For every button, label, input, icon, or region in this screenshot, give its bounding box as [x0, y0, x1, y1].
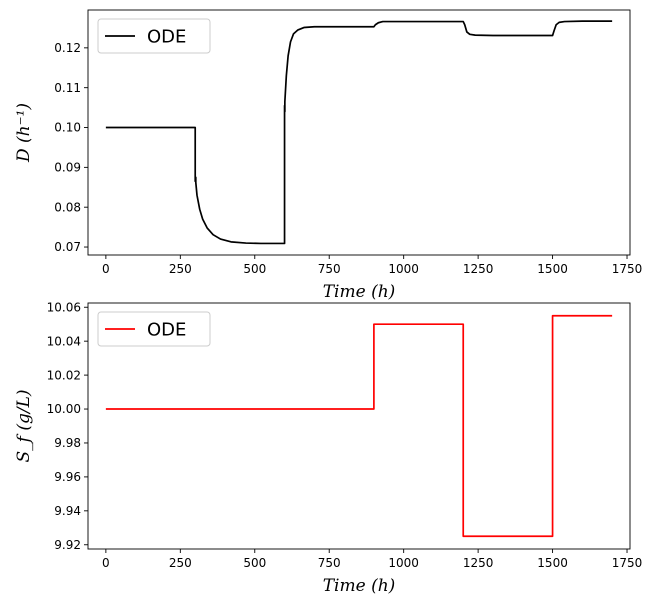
- y-tick-label: 9.94: [54, 504, 81, 518]
- x-tick-label: 1500: [537, 556, 568, 570]
- x-axis-label: Time (h): [323, 576, 396, 596]
- x-tick-label: 1000: [388, 556, 419, 570]
- x-tick-label: 250: [169, 556, 192, 570]
- legend-label: ODE: [147, 320, 186, 341]
- series-line-dilution-rate: [105, 20, 613, 245]
- legend-box: [97, 311, 211, 347]
- y-tick-label: 9.98: [54, 436, 81, 450]
- legend-label: ODE: [147, 27, 186, 48]
- x-tick-label: 0: [102, 262, 110, 276]
- y-tick-label: 10.02: [47, 368, 81, 382]
- x-tick-label: 1250: [463, 262, 494, 276]
- y-tick-label: 0.07: [54, 240, 81, 254]
- legend: ODE: [97, 18, 211, 54]
- y-tick-label: 0.12: [54, 41, 81, 55]
- y-tick-label: 0.10: [54, 121, 81, 135]
- legend-box: [97, 18, 211, 54]
- x-axis-label: Time (h): [323, 282, 396, 302]
- bottom-subplot: 0 250 500 750 1000 1250 1500 1750 9.92 9.94 9.96 9.…: [14, 300, 642, 596]
- series-line-feed-substrate: [105, 314, 613, 538]
- y-tick-label: 10.06: [47, 300, 81, 314]
- y-tick-label: 9.92: [54, 538, 81, 552]
- y-axis-label: D (h⁻¹): [14, 103, 34, 163]
- x-tick-label: 500: [243, 556, 266, 570]
- y-tick-label: 9.96: [54, 470, 81, 484]
- y-tick-label: 0.11: [54, 81, 81, 95]
- x-tick-label: 1250: [463, 556, 494, 570]
- x-tick-label: 250: [169, 262, 192, 276]
- top-subplot: 0 250 500 750 1000 1250 1500 1750 0.07 0.08 0.09 0.…: [14, 9, 643, 302]
- y-tick-label: 10.00: [47, 402, 81, 416]
- x-tick-label: 0: [102, 556, 110, 570]
- y-tick-label: 0.09: [54, 161, 81, 175]
- x-tick-label: 1500: [537, 262, 568, 276]
- x-tick-label: 750: [318, 556, 341, 570]
- x-tick-label: 750: [318, 262, 341, 276]
- y-axis-label: S_f (g/L): [14, 389, 34, 462]
- x-tick-label: 1750: [612, 556, 643, 570]
- x-tick-label: 1000: [388, 262, 419, 276]
- axes-frame: [87, 302, 631, 550]
- legend: ODE: [97, 311, 211, 347]
- axes-frame: [87, 9, 631, 256]
- x-tick-label: 500: [243, 262, 266, 276]
- y-tick-label: 0.08: [54, 200, 81, 214]
- x-tick-label: 1750: [612, 262, 643, 276]
- y-tick-label: 10.04: [47, 334, 81, 348]
